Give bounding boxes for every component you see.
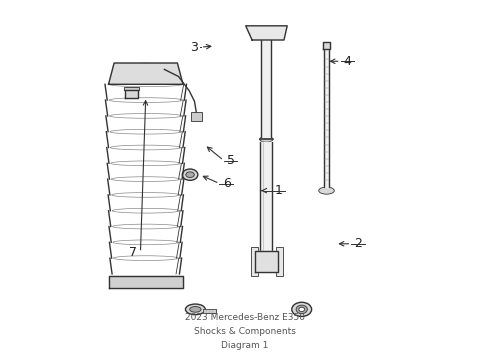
Ellipse shape bbox=[292, 302, 312, 316]
Text: Shocks & Components: Shocks & Components bbox=[194, 327, 296, 336]
Ellipse shape bbox=[296, 305, 307, 314]
Ellipse shape bbox=[185, 304, 205, 315]
Ellipse shape bbox=[264, 259, 269, 264]
Polygon shape bbox=[109, 63, 183, 84]
Text: 2023 Mercedes-Benz E350: 2023 Mercedes-Benz E350 bbox=[185, 313, 305, 322]
Ellipse shape bbox=[123, 63, 168, 84]
Ellipse shape bbox=[299, 307, 305, 311]
Text: 1: 1 bbox=[275, 184, 283, 197]
Polygon shape bbox=[260, 142, 272, 251]
Polygon shape bbox=[255, 251, 278, 272]
Ellipse shape bbox=[259, 258, 273, 272]
Ellipse shape bbox=[135, 68, 157, 79]
Polygon shape bbox=[261, 40, 271, 138]
Text: 6: 6 bbox=[222, 177, 230, 190]
Polygon shape bbox=[324, 49, 329, 187]
Bar bbox=[276, 247, 283, 276]
Polygon shape bbox=[125, 90, 138, 99]
Ellipse shape bbox=[264, 28, 272, 36]
Ellipse shape bbox=[263, 261, 270, 269]
Ellipse shape bbox=[266, 30, 270, 34]
Ellipse shape bbox=[190, 306, 201, 312]
Text: 3: 3 bbox=[190, 41, 197, 54]
Bar bbox=[251, 247, 258, 276]
Ellipse shape bbox=[182, 169, 198, 180]
Text: 2: 2 bbox=[354, 237, 363, 250]
Ellipse shape bbox=[260, 136, 273, 142]
Ellipse shape bbox=[318, 187, 334, 194]
Ellipse shape bbox=[261, 256, 271, 267]
Polygon shape bbox=[124, 87, 139, 90]
Polygon shape bbox=[322, 42, 330, 49]
Bar bbox=[203, 309, 216, 313]
Bar bbox=[191, 112, 201, 121]
Text: 4: 4 bbox=[344, 55, 352, 68]
Ellipse shape bbox=[186, 172, 195, 177]
Polygon shape bbox=[245, 26, 287, 40]
Text: Diagram 1: Diagram 1 bbox=[221, 341, 269, 350]
Polygon shape bbox=[109, 276, 183, 288]
Text: 7: 7 bbox=[129, 246, 137, 259]
Text: 5: 5 bbox=[227, 154, 235, 167]
